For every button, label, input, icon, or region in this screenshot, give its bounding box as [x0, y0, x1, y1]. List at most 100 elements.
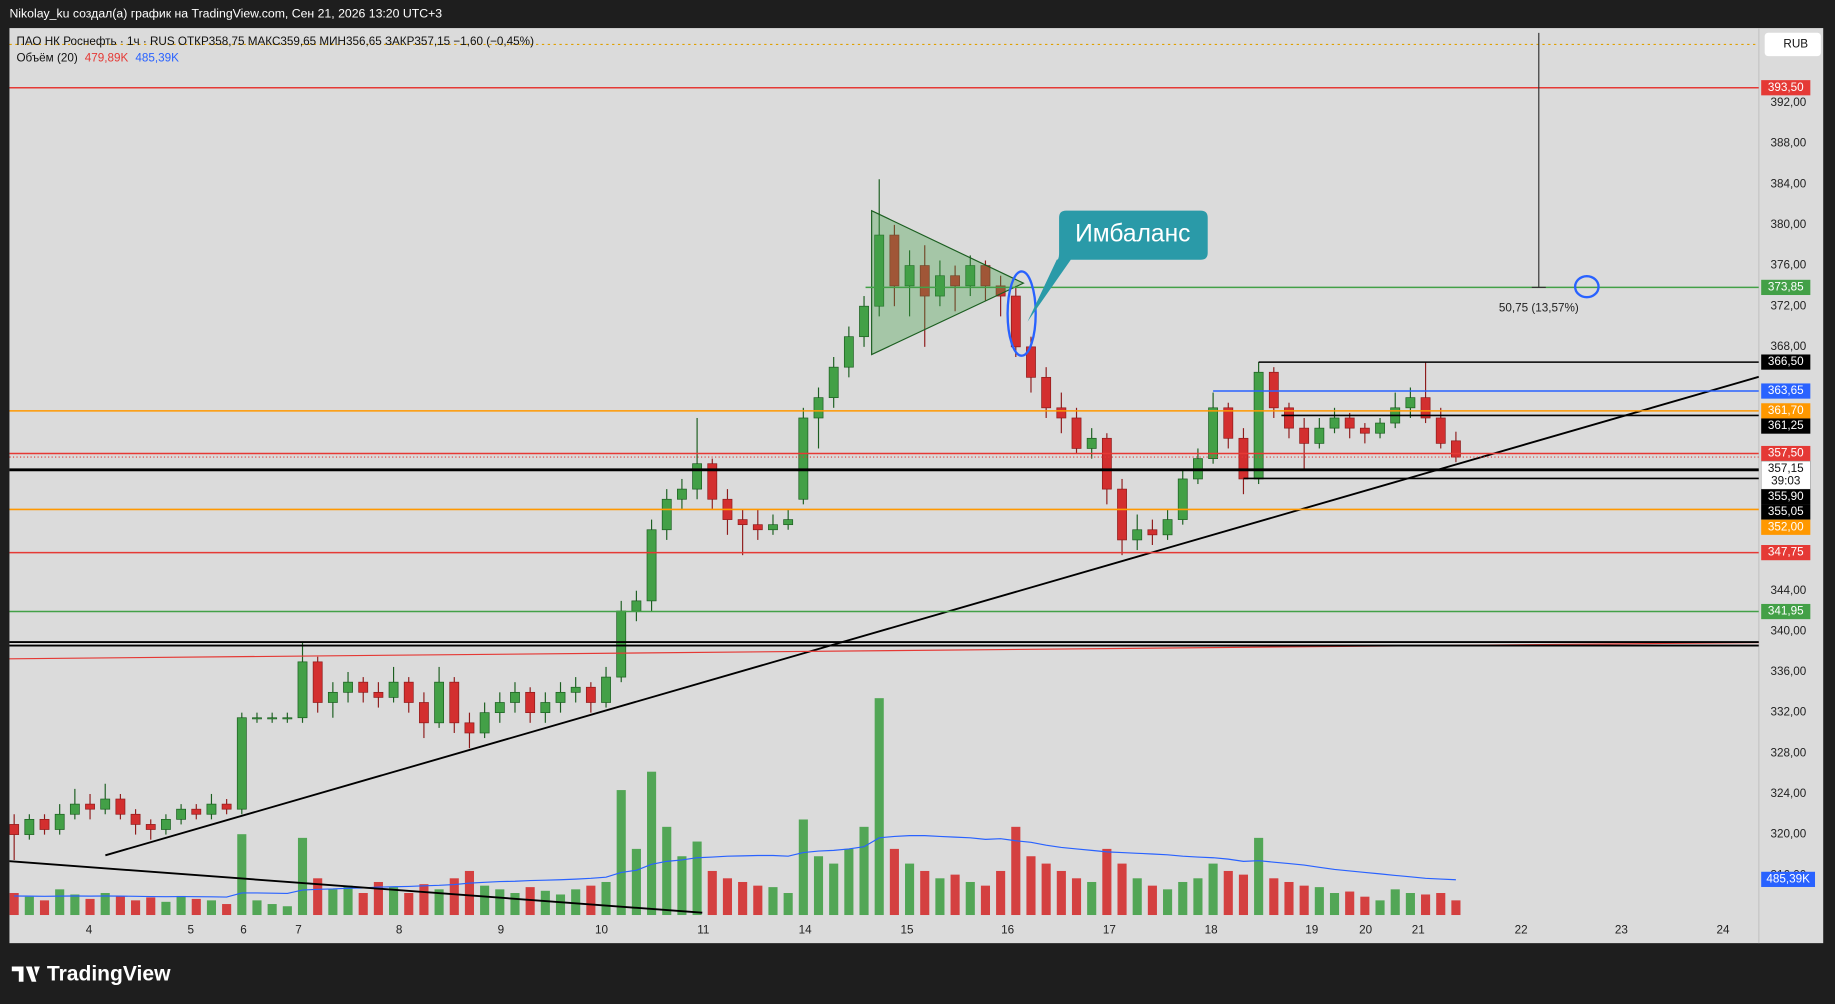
candle-body [1101, 437, 1112, 490]
candle-body [631, 600, 642, 612]
volume-bar [965, 881, 975, 916]
volume-bar [692, 841, 702, 916]
price-tag [1761, 603, 1811, 620]
candle-body [1147, 529, 1158, 536]
x-tick-label: 14 [799, 923, 813, 936]
volume-bar [783, 893, 793, 916]
candle-body [752, 524, 763, 531]
y-tick-label: 336,00 [1771, 665, 1807, 678]
candle-body [889, 234, 900, 287]
volume-bar [980, 885, 991, 916]
price-tag-label: 357,15 [1768, 462, 1804, 475]
candle-body [252, 717, 262, 720]
volume-bar [950, 874, 960, 916]
currency-label[interactable]: RUB [1783, 38, 1808, 51]
volume-bar [540, 890, 550, 916]
volume-ma-value: 485,39K [135, 52, 179, 65]
volume-bar [753, 885, 763, 916]
volume-bar [343, 885, 353, 916]
volume-bar [1087, 881, 1097, 916]
volume-bar [39, 900, 50, 916]
currency-button[interactable] [1764, 32, 1821, 57]
candle-body [904, 265, 915, 287]
volume-bar [464, 870, 475, 916]
x-tick-label: 18 [1205, 923, 1218, 936]
volume-bar [1405, 893, 1415, 916]
candle-body [24, 818, 35, 835]
price-tag-label: 393,50 [1768, 81, 1804, 94]
volume-bar [722, 878, 733, 916]
candle-body [965, 265, 976, 287]
price-tag [1761, 354, 1811, 370]
volume-bar [1132, 878, 1142, 916]
volume-bar [1375, 900, 1385, 916]
price-tag-label: 355,05 [1768, 505, 1804, 518]
top-bar-text: Nikolay_ku создал(а) график на TradingVi… [9, 6, 442, 20]
overlay: Имбаланс 50,75 (13,57%) [1006, 210, 1600, 357]
candle-body [434, 681, 445, 724]
volume-bar [404, 893, 414, 916]
candle-body [343, 681, 353, 693]
candle-body [9, 824, 20, 835]
y-tick-label: 328,00 [1771, 746, 1807, 759]
x-tick-label: 23 [1615, 923, 1628, 936]
volume-bar [70, 894, 80, 916]
trend-line [105, 375, 1759, 857]
candle-body [707, 463, 718, 500]
candle-body [388, 681, 399, 698]
volume-bar [1056, 870, 1066, 916]
plot-area [9, 32, 1759, 916]
highlight-ellipse [1006, 270, 1037, 357]
volume-bar [191, 898, 201, 916]
volume-bar [874, 698, 884, 916]
volume-bar [647, 771, 657, 916]
volume-bar [161, 901, 171, 916]
candle-body [585, 686, 596, 703]
price-tag [1761, 279, 1811, 296]
volume-ma-line [14, 835, 1456, 898]
y-tick-label: 388,00 [1771, 137, 1807, 150]
candle-body [570, 686, 581, 693]
price-tag-label: 347,75 [1768, 546, 1804, 559]
y-tick-label: 340,00 [1771, 624, 1807, 637]
volume-bar [1163, 889, 1173, 916]
candle-body [494, 702, 505, 714]
volume-bar [1254, 837, 1264, 916]
x-tick-label: 17 [1103, 923, 1116, 936]
price-tag [1761, 545, 1811, 561]
volume-bar [419, 884, 429, 916]
volume-bar [996, 870, 1006, 916]
volume-bar [282, 906, 292, 916]
volume-bar [798, 819, 808, 916]
candle-body [1299, 427, 1310, 444]
candle-body [267, 717, 278, 720]
volume-bar [1436, 893, 1446, 916]
volume-bar [616, 790, 626, 916]
price-tag [1761, 519, 1811, 535]
volume-bar [297, 837, 308, 916]
price-tag-label: 361,70 [1768, 404, 1804, 417]
candle-body [555, 691, 566, 703]
candle-body [297, 661, 308, 719]
y-tick-label: 344,00 [1771, 584, 1807, 597]
candle-body [1420, 397, 1431, 419]
volume-bar [267, 904, 277, 916]
x-tick-label: 5 [188, 923, 195, 936]
candle-body [145, 824, 156, 830]
candle-body [1435, 417, 1446, 444]
y-tick-label: 332,00 [1771, 706, 1807, 719]
volume-bar [813, 856, 824, 916]
price-tag [1761, 445, 1811, 462]
candle-body [1238, 437, 1249, 480]
x-tick-label: 20 [1359, 923, 1373, 936]
candle-body [1056, 407, 1067, 419]
volume-bar [252, 900, 262, 916]
candle-body [859, 305, 869, 338]
candle-body [737, 519, 748, 526]
price-tag-label: 373,85 [1768, 280, 1804, 293]
volume-bar [707, 870, 717, 916]
volume-bar [176, 895, 186, 916]
volume-bar [510, 893, 520, 916]
volume-bar [1269, 878, 1279, 916]
